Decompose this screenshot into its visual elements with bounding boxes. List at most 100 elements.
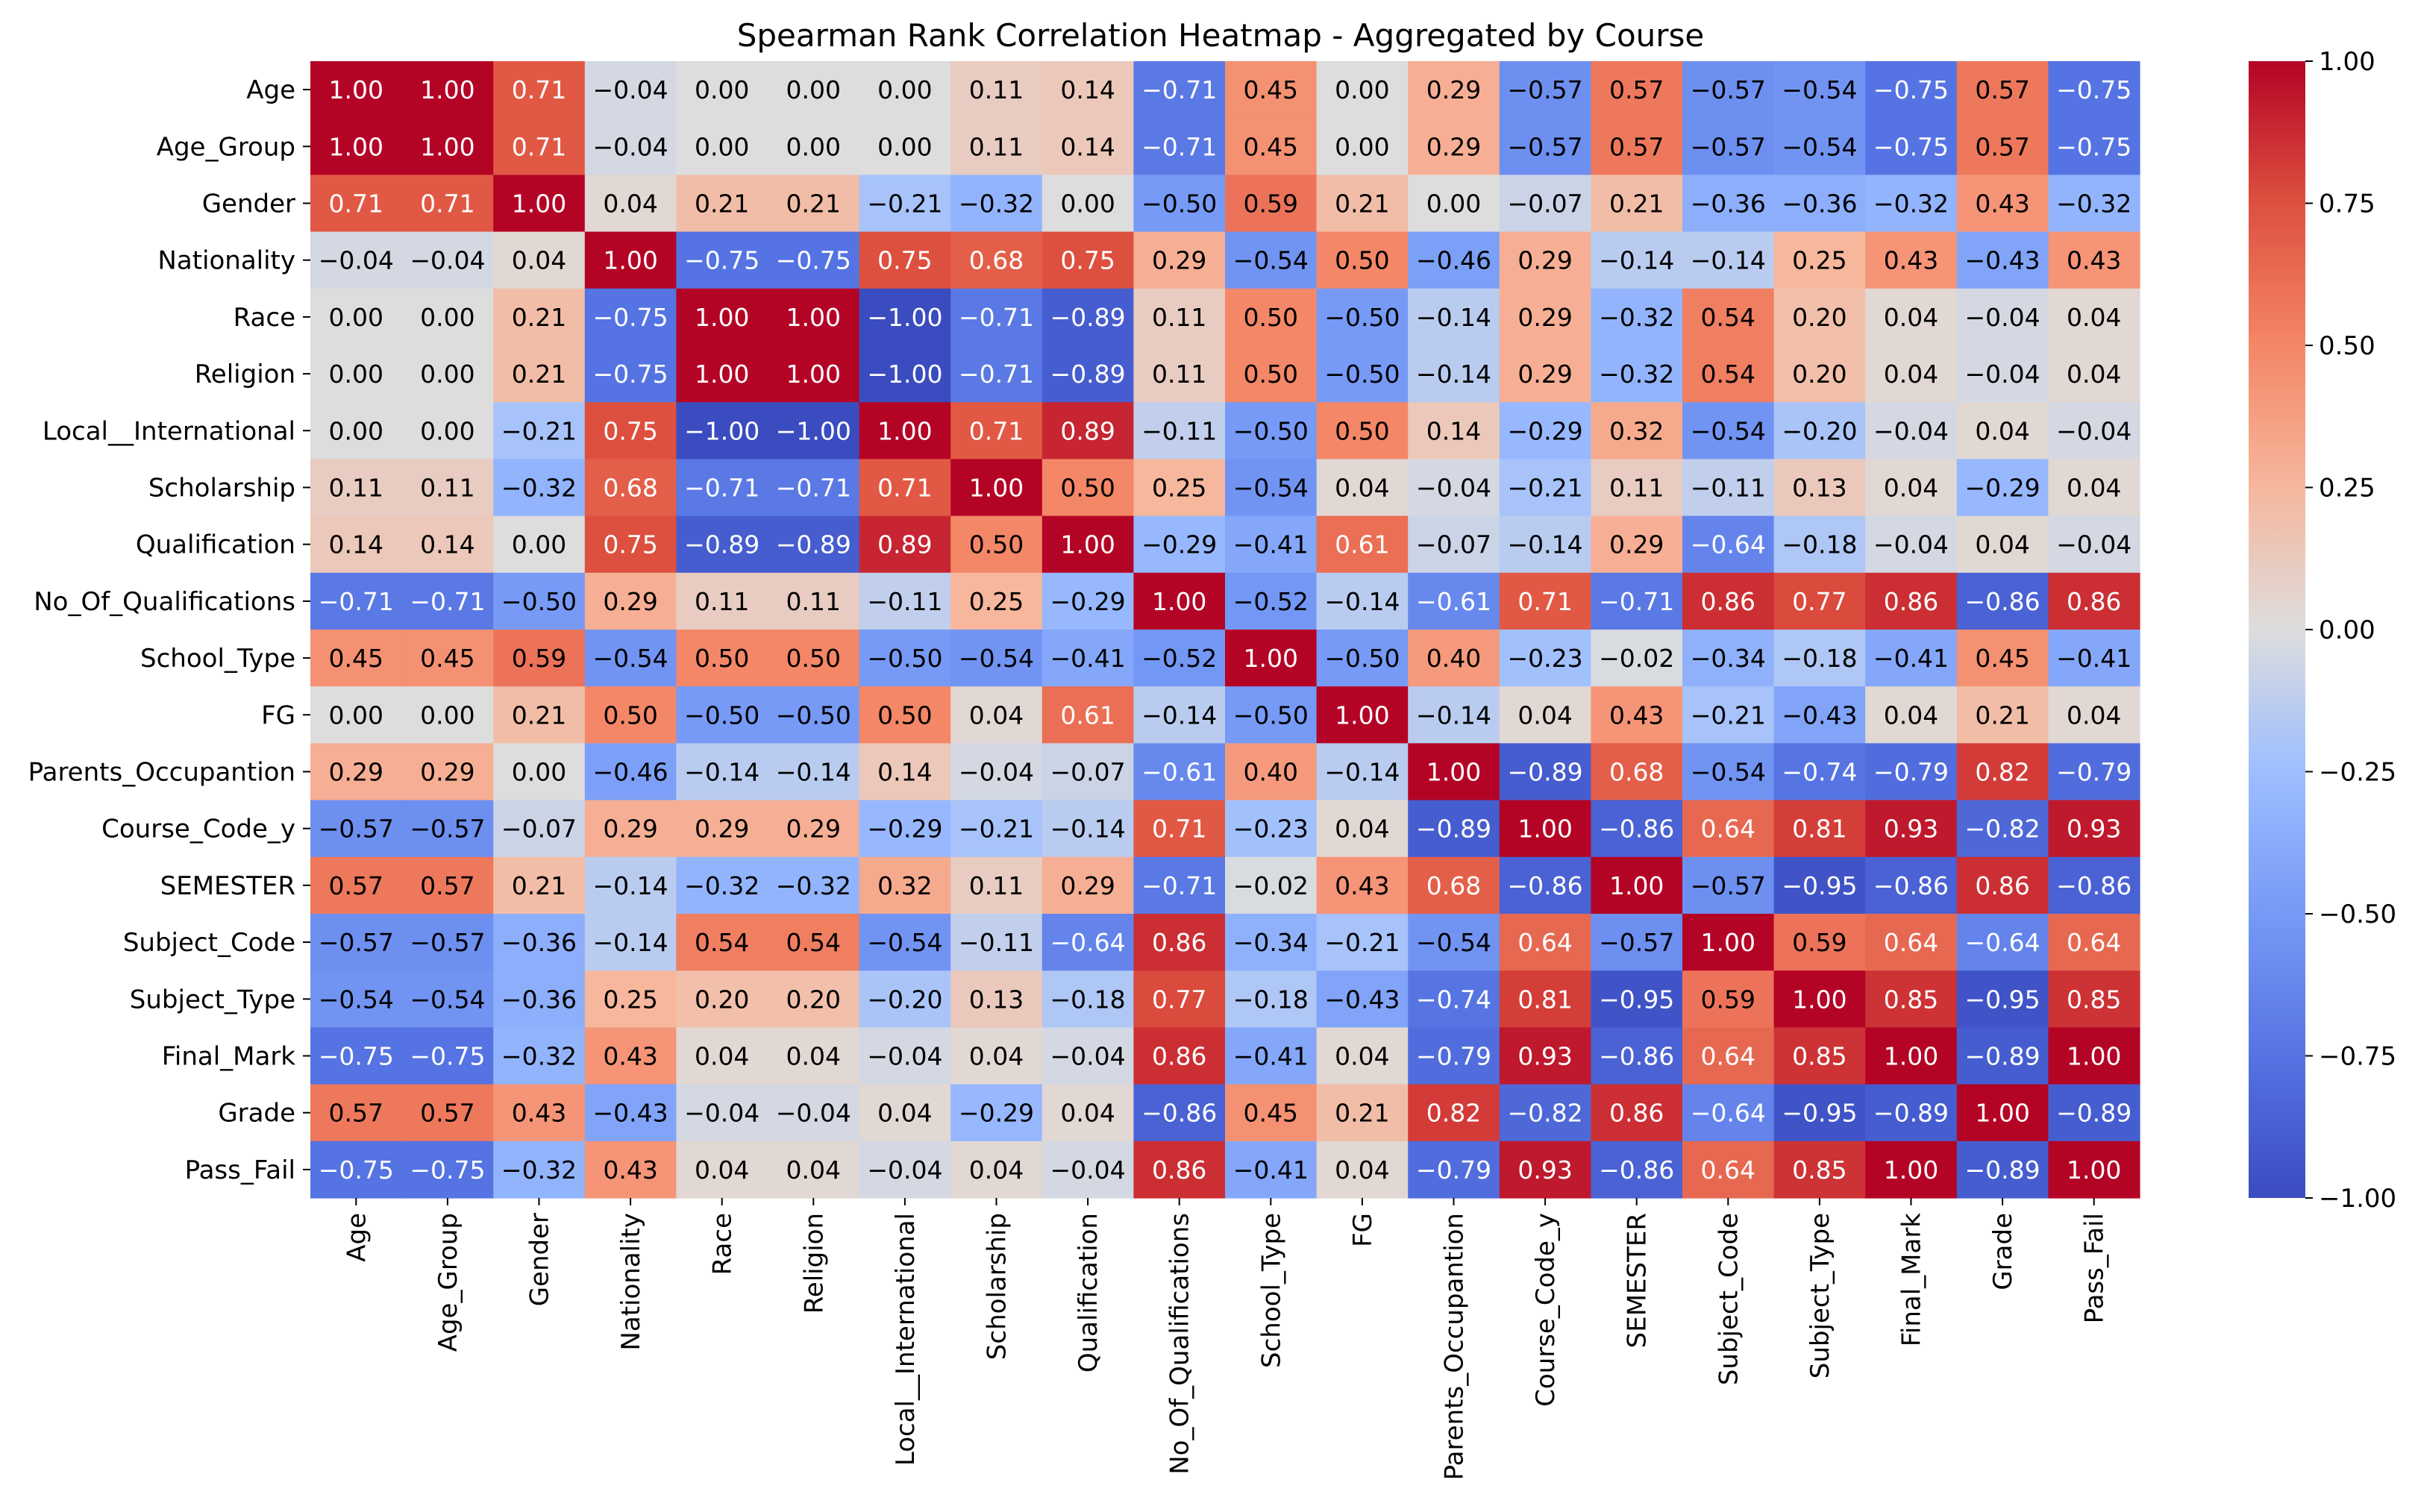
heatmap-cell-qualification-semester [1591,515,1683,574]
heatmap-cell-grade-parents-occupantion [1408,1084,1500,1142]
cell-value-label: −0.14 [1691,246,1766,275]
column-label-nationality: Nationality [616,1213,646,1351]
cell-value-label: 0.04 [1335,815,1389,844]
heatmap-cell-grade-course-code-y [1499,1084,1591,1142]
cell-value-label: −0.04 [1050,1155,1126,1185]
cell-value-label: 0.29 [1426,132,1481,161]
heatmap-cell-final-mark-final-mark [1865,1027,1958,1085]
heatmap-cell-age-gender [493,61,586,119]
heatmap-cell-nationality-scholarship [950,231,1043,289]
cell-value-label: 0.86 [1152,1155,1206,1185]
heatmap-cell-pass-fail-subject-code [1682,1141,1775,1199]
heatmap-cell-no-of-qualifications-pass-fail [2048,572,2140,630]
heatmap-cell-final-mark-race [676,1027,768,1085]
heatmap-cell-parents-occupantion-race [676,743,768,801]
heatmap-cell-race-grade [1956,288,2049,346]
column-label-age-group: Age_Group [433,1213,463,1352]
heatmap-cell-grade-school-type [1225,1084,1318,1142]
cell-value-label: 1.00 [969,474,1024,503]
heatmap-cell-nationality-race [676,231,768,289]
cell-value-label: 0.00 [1335,132,1389,161]
cell-value-label: 0.93 [2067,815,2121,844]
heatmap-cell-race-school-type [1225,288,1318,346]
heatmap-cell-subject-type-religion [768,970,860,1028]
heatmap-cell-religion-age-group [401,345,494,403]
heatmap-cell-grade-religion [768,1084,860,1142]
cell-value-label: 0.68 [969,246,1024,275]
cell-value-label: 0.00 [420,700,474,730]
cell-value-label: −0.32 [1599,303,1674,332]
heatmap-cell-no-of-qualifications-subject-type [1773,572,1866,630]
heatmap-cell-local-international-religion [768,402,860,459]
cell-value-label: 1.00 [420,75,474,104]
cell-value-label: 1.00 [1884,1042,1938,1071]
heatmap-cell-race-no-of-qualifications [1133,288,1226,346]
cell-value-label: 0.20 [1792,303,1847,332]
cell-value-label: 0.04 [877,1099,932,1128]
cell-value-label: 0.68 [1426,871,1481,900]
colorbar-tick-label: 0.00 [2319,615,2375,645]
heatmap-cell-no-of-qualifications-qualification [1042,572,1134,630]
heatmap-cell-semester-pass-fail [2048,856,2140,915]
heatmap-cell-no-of-qualifications-nationality [584,572,677,630]
cell-value-label: −0.79 [1416,1042,1491,1071]
heatmap-cell-grade-fg [1316,1084,1409,1142]
cell-value-label: −0.04 [1965,303,2040,332]
heatmap-cell-scholarship-religion [768,459,860,517]
cell-value-label: −0.89 [684,530,759,559]
heatmap-cell-subject-code-pass-fail [2048,914,2140,971]
colorbar-tick-label: −0.50 [2319,900,2396,929]
cell-value-label: 1.00 [1060,530,1115,559]
cell-value-label: 0.50 [1060,474,1115,503]
row-label-nationality: Nationality [157,246,295,276]
column-label-pass-fail: Pass_Fail [2080,1213,2110,1323]
heatmap-cell-no-of-qualifications-no-of-qualifications [1133,572,1226,630]
cell-value-label: 0.64 [1701,1042,1755,1071]
heatmap-cell-fg-scholarship [950,686,1043,744]
cell-value-label: −0.21 [867,189,942,219]
heatmap-cell-subject-code-course-code-y [1499,914,1591,971]
heatmap-cell-race-qualification [1042,288,1134,346]
heatmap-cell-final-mark-age [310,1027,403,1085]
heatmap-cell-age-group-race [676,118,768,175]
heatmap-cell-scholarship-grade [1956,459,2049,517]
cell-value-label: 1.00 [1335,700,1389,730]
column-label-course-code-y: Course_Code_y [1531,1213,1561,1407]
cell-value-label: −0.89 [1965,1155,2040,1185]
cell-value-label: 0.25 [1152,474,1206,503]
cell-value-label: −0.54 [1233,246,1309,275]
cell-value-label: 0.71 [877,474,932,503]
cell-value-label: −0.75 [2056,75,2131,104]
heatmap-cell-qualification-age-group [401,515,494,574]
heatmap-cell-parents-occupantion-religion [768,743,860,801]
heatmap-cell-gender-course-code-y [1499,175,1591,233]
cell-value-label: −0.02 [1599,644,1674,673]
heatmap-cell-no-of-qualifications-subject-code [1682,572,1775,630]
cell-value-label: −0.41 [2056,644,2131,673]
heatmap-cell-race-religion [768,288,860,346]
cell-value-label: −0.75 [319,1042,394,1071]
cell-value-label: −0.14 [1508,530,1583,559]
cell-value-label: −0.54 [1782,75,1857,104]
cell-value-label: −0.04 [1050,1042,1126,1071]
heatmap-cell-fg-religion [768,686,860,744]
heatmap-cell-religion-no-of-qualifications [1133,345,1226,403]
heatmap-cell-race-race [676,288,768,346]
cell-value-label: 0.59 [1701,985,1755,1014]
heatmap-cell-nationality-gender [493,231,586,289]
heatmap-cell-fg-semester [1591,686,1683,744]
heatmap-cell-qualification-school-type [1225,515,1318,574]
cell-value-label: −0.18 [1050,985,1126,1014]
row-label-scholarship: Scholarship [148,474,295,504]
cell-value-label: 0.81 [1517,985,1572,1014]
cell-value-label: −0.89 [1416,815,1491,844]
cell-value-label: 1.00 [877,416,932,445]
heatmap-cell-final-mark-religion [768,1027,860,1085]
heatmap-cell-gender-school-type [1225,175,1318,233]
cell-value-label: 0.21 [512,303,566,332]
heatmap-cell-subject-code-subject-type [1773,914,1866,971]
heatmap-cell-race-subject-type [1773,288,1866,346]
cell-value-label: 0.57 [1609,132,1664,161]
heatmap-cell-qualification-parents-occupantion [1408,515,1500,574]
cell-value-label: −0.57 [1508,132,1583,161]
